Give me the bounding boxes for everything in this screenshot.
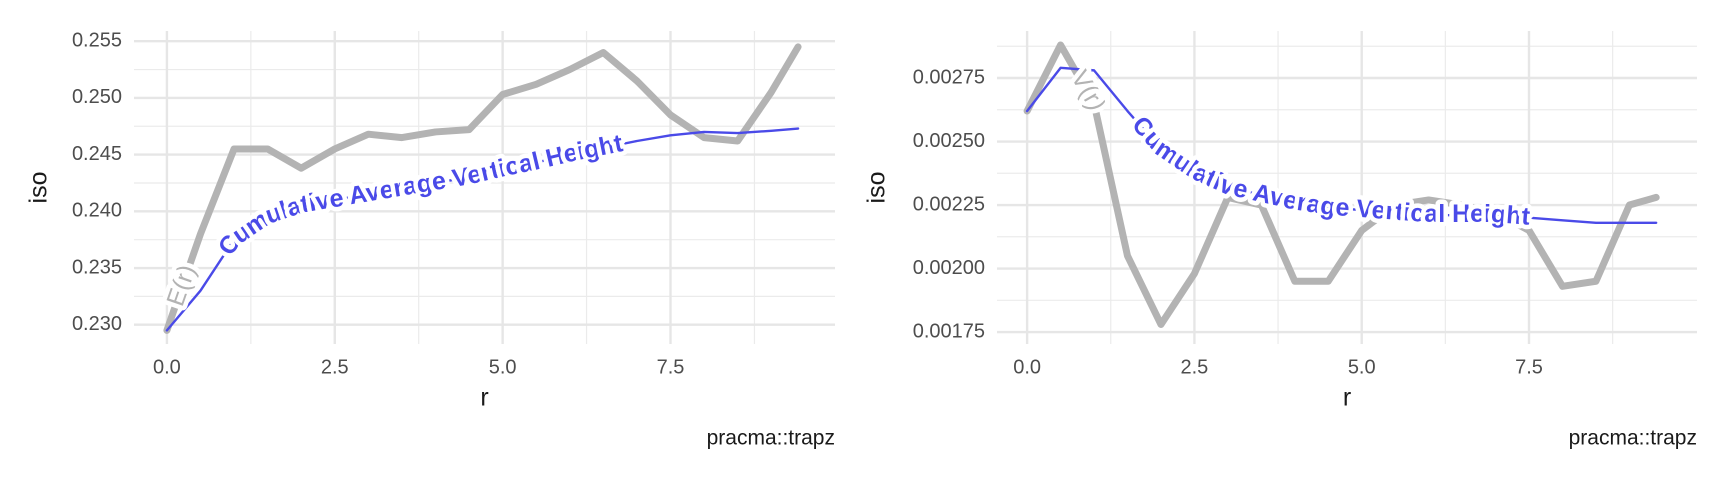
x-tick-label: 5.0 [1348,356,1376,378]
series-line [165,127,800,332]
y-tick-label: 0.235 [72,256,122,278]
y-axis-title: iso [25,172,53,204]
y-axis-title: iso [863,172,891,204]
line-label: Cumulative Average Vertical Height [1127,111,1532,231]
line-label-path: Cumulative Average Vertical Height [1122,106,1536,235]
y-tick-label: 0.00225 [913,193,985,215]
panel: 0.00175 0.00200 0.00225 0.00250 0.00275 0.0 2.… [863,31,1697,450]
x-tick-label: 0.0 [1013,356,1041,378]
y-tick-label: 0.00275 [913,66,985,88]
panel: 0.230 0.235 0.240 0.245 0.250 0.255 0.0 2.5 5.0 7… [25,29,835,450]
y-tick-label: 0.255 [72,29,122,51]
x-tick-label: 2.5 [321,356,349,378]
x-tick-label: 0.0 [153,356,181,378]
x-tick-label: 7.5 [657,356,685,378]
y-tick-label: 0.00175 [913,320,985,342]
x-axis-title: r [480,384,488,412]
series-line [163,43,802,334]
y-tick-label: 0.245 [72,143,122,165]
y-tick-label: 0.230 [72,313,122,335]
y-tick-label: 0.240 [72,200,122,222]
y-tick-label: 0.250 [72,86,122,108]
y-tick-label: 0.00200 [913,257,985,279]
caption: pracma::trapz [1569,427,1697,450]
series-line [1023,41,1660,328]
x-axis-title: r [1343,384,1351,412]
y-tick-label: 0.00250 [913,130,985,152]
x-tick-label: 5.0 [489,356,517,378]
x-tick-label: 7.5 [1515,356,1543,378]
caption: pracma::trapz [707,427,835,450]
series-line [1025,66,1658,225]
x-tick-label: 2.5 [1181,356,1209,378]
